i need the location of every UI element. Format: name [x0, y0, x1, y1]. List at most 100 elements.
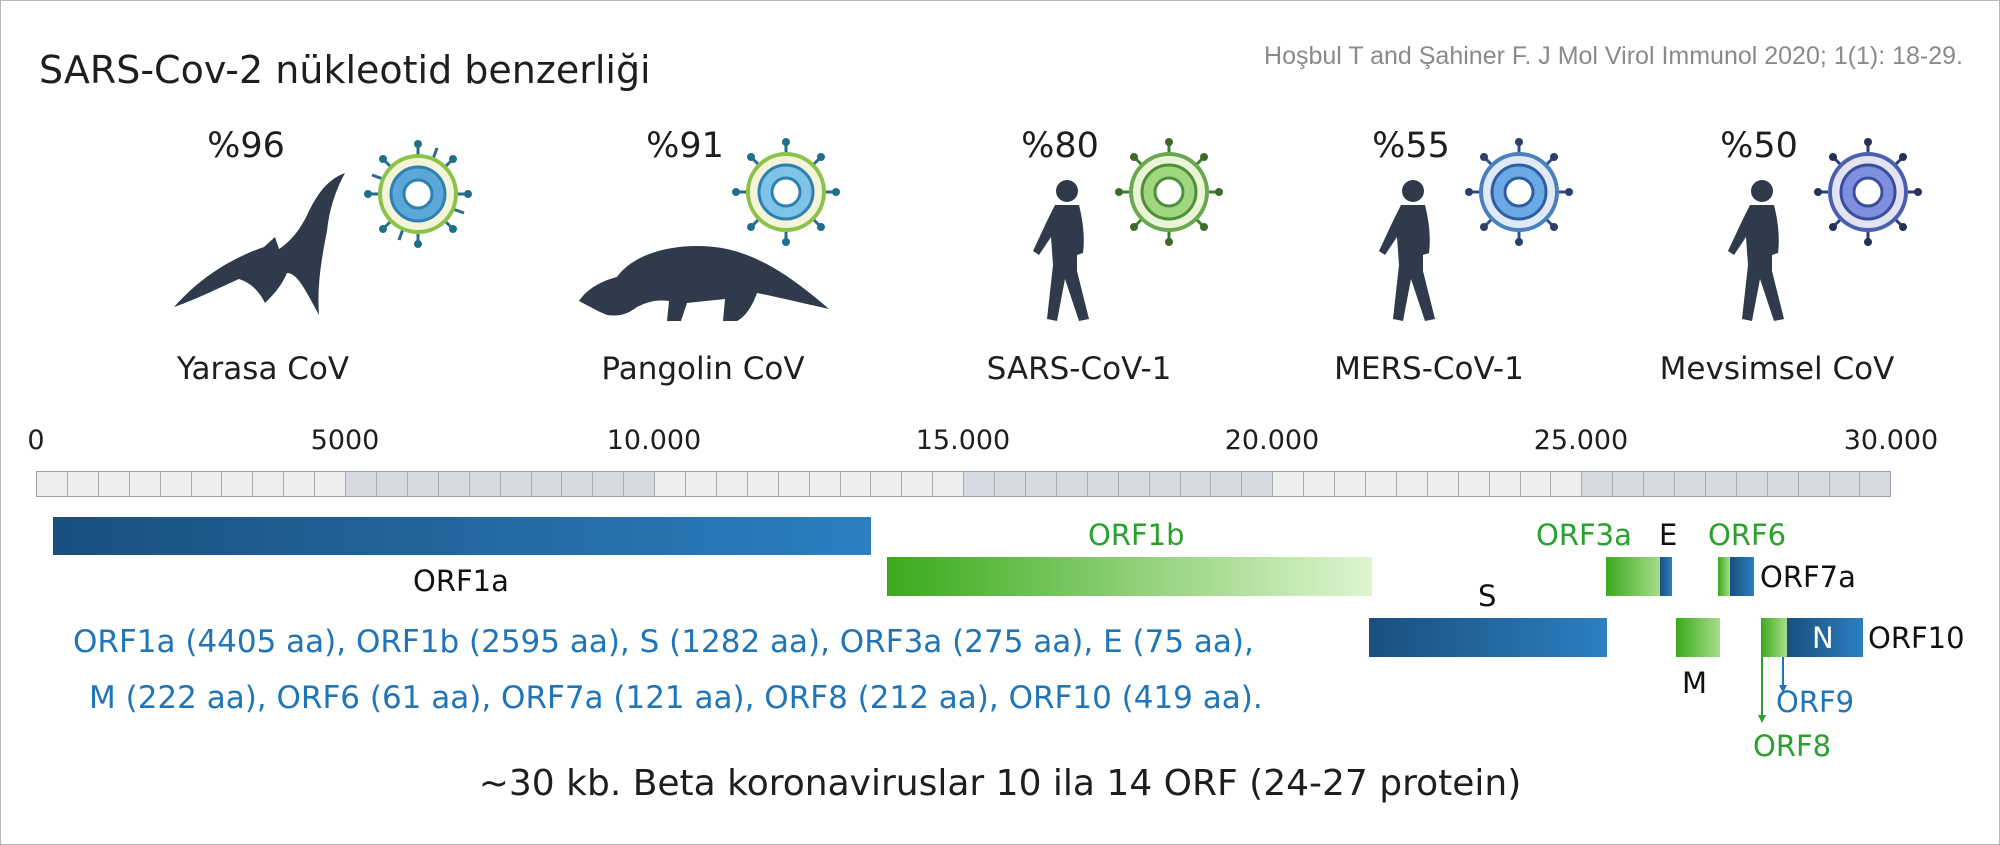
- similarity-value: %50: [1720, 126, 1798, 166]
- gene-label-orf7a: ORF7a: [1760, 560, 1856, 594]
- scale-cell: [469, 472, 501, 496]
- scale-cell: [191, 472, 223, 496]
- genome-scale-bar: [36, 471, 1891, 497]
- scale-cell: [253, 472, 285, 496]
- gene-label-orf1b: ORF1b: [1088, 518, 1185, 552]
- scale-tick-label: 15.000: [915, 425, 1011, 456]
- gene-label-orf1a: ORF1a: [413, 564, 509, 598]
- gene-label-e: E: [1659, 518, 1678, 552]
- scale-cell: [655, 472, 687, 496]
- scale-cell: [1829, 472, 1861, 496]
- scale-cell: [346, 472, 377, 496]
- organism-name: Pangolin CoV: [601, 351, 805, 387]
- scale-cell: [624, 472, 656, 496]
- scale-cell: [1736, 472, 1768, 496]
- scale-cell: [1087, 472, 1119, 496]
- similarity-value: %91: [646, 126, 724, 166]
- gene-bar-orf1b: [887, 557, 1372, 596]
- scale-cell: [1644, 472, 1676, 496]
- gene-bar-orf7a: [1730, 557, 1754, 596]
- gene-label-s: S: [1478, 579, 1497, 613]
- genome-summary-footer: ~30 kb. Beta koronaviruslar 10 ila 14 OR…: [478, 763, 1522, 804]
- scale-cell: [778, 472, 810, 496]
- walking-person-icon: [1033, 180, 1089, 321]
- scale-cell: [1798, 472, 1830, 496]
- scale-cell: [1613, 472, 1645, 496]
- scale-cell: [407, 472, 439, 496]
- scale-cell: [686, 472, 717, 496]
- pangolin-icon: [579, 246, 829, 321]
- scale-cell: [67, 472, 99, 496]
- scale-cell: [98, 472, 130, 496]
- scale-cell: [1118, 472, 1150, 496]
- scale-cell: [1396, 472, 1428, 496]
- gene-label-orf9: ORF9: [1776, 685, 1855, 719]
- bat-icon: [174, 173, 345, 315]
- gene-label-orf6: ORF6: [1708, 518, 1787, 552]
- gene-bar-orf1a: [53, 517, 871, 555]
- scale-tick-label: 0: [27, 425, 45, 456]
- virus-icon: [1465, 138, 1573, 246]
- scale-tick-label: 20.000: [1224, 425, 1320, 456]
- scale-cell: [376, 472, 408, 496]
- similarity-value: %96: [207, 126, 285, 166]
- scale-cell: [716, 472, 748, 496]
- scale-cell: [1520, 472, 1552, 496]
- orf-pointer-arrows: [1758, 657, 1787, 723]
- scale-cell: [747, 472, 779, 496]
- scale-cell: [284, 472, 316, 496]
- similarity-value: %80: [1021, 126, 1099, 166]
- organism-name: Yarasa CoV: [176, 351, 350, 387]
- organism-name: MERS-CoV-1: [1334, 351, 1524, 387]
- scale-cell: [1705, 472, 1737, 496]
- scale-cell: [500, 472, 532, 496]
- walking-person-icon: [1728, 180, 1784, 321]
- organism-name: Mevsimsel CoV: [1659, 351, 1895, 387]
- scale-cell: [1860, 472, 1891, 496]
- gene-bar-orf6: [1718, 557, 1730, 596]
- scale-cell: [1211, 472, 1243, 496]
- scale-cell: [129, 472, 161, 496]
- scale-cell: [1675, 472, 1706, 496]
- scale-cell: [1551, 472, 1583, 496]
- gene-label-orf10: ORF10: [1868, 621, 1965, 655]
- gene-bar-e: [1660, 557, 1672, 596]
- scale-cell: [531, 472, 563, 496]
- scale-cell: [1273, 472, 1305, 496]
- gene-bar-orf8: [1761, 618, 1787, 657]
- scale-cell: [222, 472, 254, 496]
- scale-tick-label: 10.000: [606, 425, 702, 456]
- gene-label-m: M: [1682, 666, 1708, 700]
- gene-bar-m: [1676, 618, 1720, 657]
- scale-tick-label: 30.000: [1843, 425, 1939, 456]
- citation: Hoşbul T and Şahiner F. J Mol Virol Immu…: [1264, 42, 1963, 70]
- virus-icon: [1814, 138, 1922, 246]
- scale-cell: [160, 472, 192, 496]
- gene-label-n: N: [1812, 621, 1834, 655]
- scale-cell: [933, 472, 965, 496]
- scale-cell: [902, 472, 934, 496]
- protein-lengths-line-1: ORF1a (4405 aa), ORF1b (2595 aa), S (128…: [73, 624, 1254, 660]
- gene-label-orf8: ORF8: [1753, 729, 1832, 763]
- organism-name: SARS-CoV-1: [986, 351, 1172, 387]
- scale-cell: [593, 472, 625, 496]
- protein-lengths-line-2: M (222 aa), ORF6 (61 aa), ORF7a (121 aa)…: [89, 680, 1263, 716]
- similarity-value: %55: [1372, 126, 1450, 166]
- scale-cell: [871, 472, 903, 496]
- figure-title: SARS-Cov-2 nükleotid benzerliği: [39, 48, 651, 92]
- gene-bar-orf3a: [1606, 557, 1660, 596]
- virus-icon: [364, 140, 472, 248]
- gene-bar-s: [1369, 618, 1607, 657]
- walking-person-icon: [1379, 180, 1435, 321]
- scale-cell: [1180, 472, 1212, 496]
- scale-cell: [1056, 472, 1088, 496]
- scale-cell: [1427, 472, 1459, 496]
- scale-cell: [37, 472, 68, 496]
- virus-icon: [1115, 138, 1223, 246]
- scale-cell: [1489, 472, 1521, 496]
- scale-cell: [964, 472, 996, 496]
- scale-cell: [1149, 472, 1181, 496]
- gene-bar-n: [1787, 618, 1863, 657]
- scale-cell: [1242, 472, 1274, 496]
